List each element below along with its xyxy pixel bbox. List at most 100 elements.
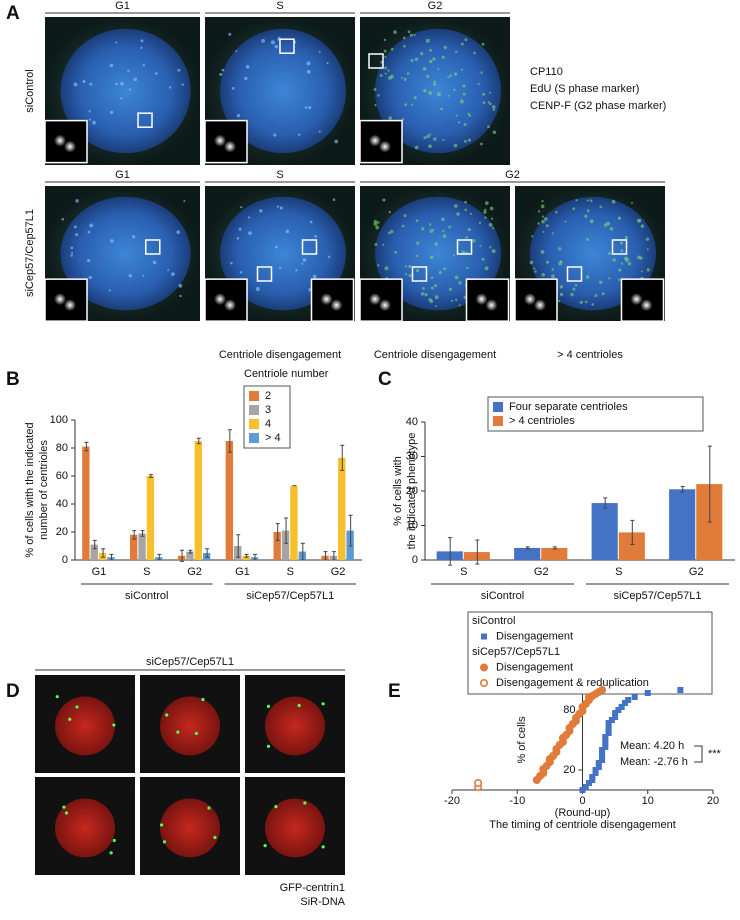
inset xyxy=(44,278,88,322)
speckle xyxy=(585,275,590,279)
speckle xyxy=(646,248,649,251)
speckle xyxy=(128,88,132,91)
speckle xyxy=(373,88,377,91)
speckle xyxy=(230,261,233,265)
speckle xyxy=(312,274,317,279)
x-tick-label: 10 xyxy=(642,795,654,807)
speckle xyxy=(429,229,434,233)
speckle xyxy=(406,72,410,75)
y-tick-label: 100 xyxy=(50,414,68,426)
speckle xyxy=(529,260,534,265)
centrin-dot xyxy=(321,845,325,849)
speckle xyxy=(440,107,443,111)
legend-label: 4 xyxy=(265,418,271,430)
speckle xyxy=(458,121,461,124)
y-tick-label: 0 xyxy=(62,554,68,566)
speckle xyxy=(467,138,472,142)
column-label: S xyxy=(276,169,283,181)
error-bar xyxy=(552,546,557,550)
spot xyxy=(524,293,536,306)
spot xyxy=(369,134,381,147)
speckle xyxy=(375,225,380,230)
point xyxy=(589,774,596,780)
speckle xyxy=(570,292,574,297)
speckle xyxy=(89,223,94,228)
legend-title: Centriole number xyxy=(244,368,329,380)
point xyxy=(621,700,628,706)
speckle xyxy=(564,220,567,223)
error-bar xyxy=(348,514,353,547)
centrin-dot xyxy=(62,805,66,809)
spot xyxy=(224,299,236,312)
speckle xyxy=(110,239,114,243)
x-tick-label: -20 xyxy=(444,795,460,807)
legend-header: siControl xyxy=(472,615,515,627)
speckle xyxy=(449,74,452,77)
speckle xyxy=(142,274,145,277)
speckle xyxy=(270,40,275,45)
caption: Centriole disengagement xyxy=(219,349,341,361)
speckle xyxy=(460,42,464,46)
speckle xyxy=(115,41,118,44)
legend-label: Disengagement xyxy=(496,661,573,673)
speckle xyxy=(401,224,405,228)
bar xyxy=(177,555,186,560)
bar xyxy=(146,476,155,560)
speckle xyxy=(430,286,434,290)
legend-label: Disengagement xyxy=(496,630,573,642)
speckle xyxy=(558,247,562,251)
point xyxy=(677,687,684,693)
speckle xyxy=(88,110,91,113)
speckle xyxy=(646,268,650,272)
speckle xyxy=(432,228,435,231)
panel-letter: C xyxy=(378,369,392,390)
speckle xyxy=(400,76,403,80)
speckle xyxy=(295,269,298,272)
centrin-dot xyxy=(112,838,116,843)
speckle xyxy=(261,39,266,43)
error-bar xyxy=(227,429,232,453)
speckle xyxy=(235,50,238,53)
speckle xyxy=(546,260,550,264)
error-bar xyxy=(157,553,162,561)
speckle xyxy=(108,289,111,292)
speckle xyxy=(627,262,632,266)
point xyxy=(598,685,607,694)
speckle xyxy=(422,66,427,71)
speckle xyxy=(545,224,549,228)
speckle xyxy=(75,233,79,237)
speckle xyxy=(413,96,417,100)
speckle xyxy=(304,106,308,109)
bar xyxy=(669,489,696,560)
y-tick-label: 0 xyxy=(412,554,418,566)
error-bar xyxy=(680,486,685,493)
micrograph xyxy=(204,186,355,322)
bar xyxy=(298,551,306,560)
speckle xyxy=(460,68,464,71)
bar xyxy=(290,485,298,560)
speckle xyxy=(183,200,186,203)
centrin-dot xyxy=(303,801,307,805)
speckle xyxy=(87,230,91,234)
error-bar xyxy=(603,497,608,509)
error-bar xyxy=(84,441,89,452)
error-bar xyxy=(323,551,328,561)
speckle xyxy=(542,230,545,233)
speckle xyxy=(429,59,433,64)
speckle xyxy=(481,257,485,261)
point xyxy=(618,704,625,710)
speckle xyxy=(247,216,251,219)
legend-marker xyxy=(481,633,487,640)
speckle xyxy=(388,211,392,214)
speckle xyxy=(73,225,77,229)
centrin-dot xyxy=(165,713,169,717)
speckle xyxy=(140,39,144,43)
speckle xyxy=(466,266,469,270)
micrograph xyxy=(35,777,135,875)
speckle xyxy=(480,142,483,146)
speckle xyxy=(407,30,411,34)
speckle xyxy=(555,211,558,214)
speckle xyxy=(640,224,645,228)
caption: > 4 centrioles xyxy=(557,349,623,361)
